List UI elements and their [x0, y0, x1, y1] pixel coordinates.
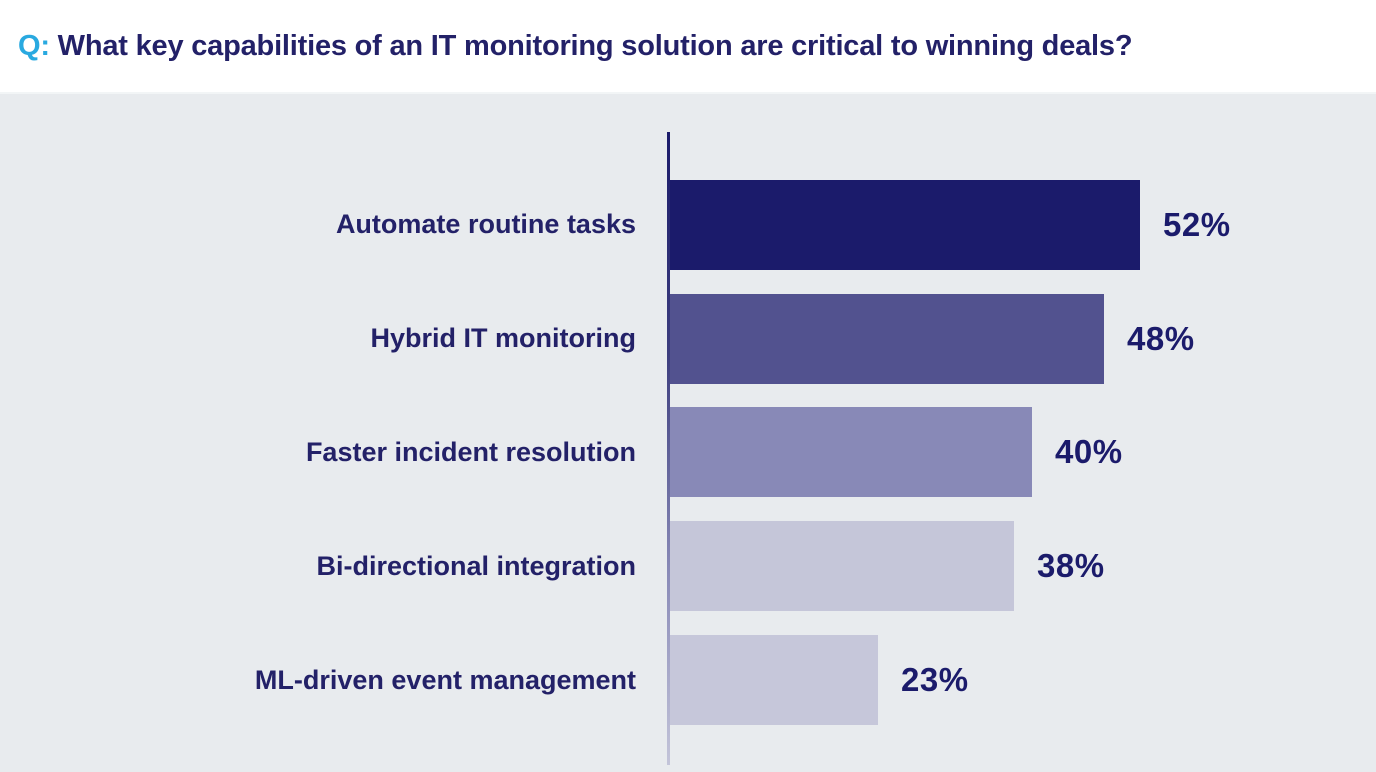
bar-row: Bi-directional integration 38%	[0, 509, 1376, 623]
question-header: Q: What key capabilities of an IT monito…	[0, 0, 1376, 92]
value-label: 38%	[1037, 547, 1105, 585]
bar-row: Hybrid IT monitoring 48%	[0, 282, 1376, 396]
bar-faster-incident-resolution	[670, 407, 1032, 498]
category-label: Automate routine tasks	[335, 209, 636, 240]
category-label: Faster incident resolution	[305, 436, 636, 467]
bar-ml-driven-event-management	[670, 635, 878, 726]
y-axis-line	[667, 132, 670, 765]
bar-hybrid-it-monitoring	[670, 293, 1104, 384]
bar-bi-directional-integration	[670, 521, 1014, 612]
bar-row: ML-driven event management 23%	[0, 623, 1376, 737]
question-text: What key capabilities of an IT monitorin…	[49, 29, 1133, 62]
bar-automate-routine-tasks	[670, 179, 1140, 270]
category-label: Hybrid IT monitoring	[370, 323, 636, 354]
bar-chart: Automate routine tasks 52% Hybrid IT mon…	[0, 92, 1376, 772]
page-title: Q: What key capabilities of an IT monito…	[18, 29, 1133, 63]
category-label: Bi-directional integration	[316, 550, 636, 581]
category-label: ML-driven event management	[254, 664, 636, 695]
value-label: 52%	[1163, 205, 1231, 243]
question-prefix: Q:	[18, 29, 50, 62]
value-label: 40%	[1055, 433, 1123, 471]
value-label: 23%	[901, 661, 969, 699]
bar-row: Faster incident resolution 40%	[0, 396, 1376, 510]
value-label: 48%	[1127, 319, 1195, 357]
chart-rows: Automate routine tasks 52% Hybrid IT mon…	[0, 168, 1376, 737]
bar-row: Automate routine tasks 52%	[0, 168, 1376, 282]
